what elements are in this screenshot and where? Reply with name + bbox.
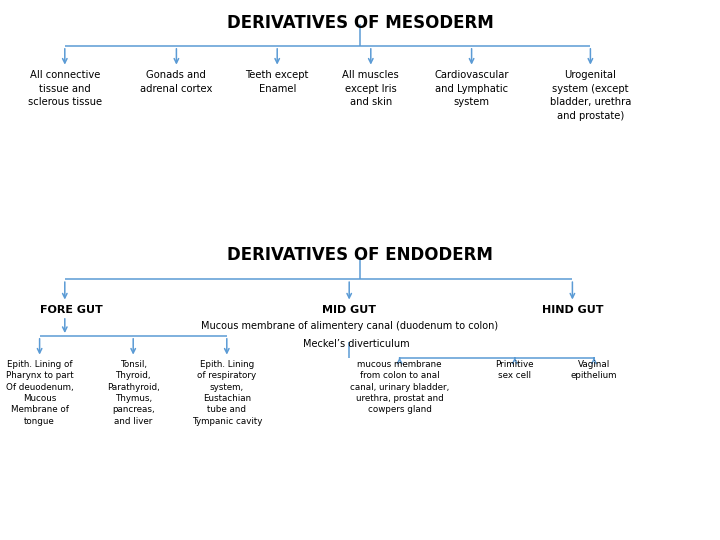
Text: Gonads and
adrenal cortex: Gonads and adrenal cortex (140, 70, 212, 94)
Text: DERIVATIVES OF MESODERM: DERIVATIVES OF MESODERM (227, 14, 493, 31)
Text: Meckel’s diverticulum: Meckel’s diverticulum (303, 339, 410, 349)
Text: Tonsil,
Thyroid,
Parathyroid,
Thymus,
pancreas,
and liver: Tonsil, Thyroid, Parathyroid, Thymus, pa… (107, 360, 160, 426)
Text: Epith. Lining
of respiratory
system,
Eustachian
tube and
Tympanic cavity: Epith. Lining of respiratory system, Eus… (192, 360, 262, 426)
Text: All muscles
except Iris
and skin: All muscles except Iris and skin (343, 70, 399, 107)
Text: HIND GUT: HIND GUT (541, 305, 603, 315)
Text: Vaginal
epithelium: Vaginal epithelium (571, 360, 617, 380)
Text: Cardiovascular
and Lymphatic
system: Cardiovascular and Lymphatic system (434, 70, 509, 107)
Text: Teeth except
Enamel: Teeth except Enamel (246, 70, 309, 94)
Text: Urogenital
system (except
bladder, urethra
and prostate): Urogenital system (except bladder, ureth… (549, 70, 631, 121)
Text: Epith. Lining of
Pharynx to part
Of deuodenum,
Mucous
Membrane of
tongue: Epith. Lining of Pharynx to part Of deuo… (6, 360, 73, 426)
Text: FORE GUT: FORE GUT (40, 305, 102, 315)
Text: Mucous membrane of alimentery canal (duodenum to colon): Mucous membrane of alimentery canal (duo… (201, 321, 498, 332)
Text: mucous membrane
from colon to anal
canal, urinary bladder,
urethra, prostat and
: mucous membrane from colon to anal canal… (350, 360, 449, 414)
Text: DERIVATIVES OF ENDODERM: DERIVATIVES OF ENDODERM (227, 246, 493, 264)
Text: All connective
tissue and
sclerous tissue: All connective tissue and sclerous tissu… (28, 70, 102, 107)
Text: Primitive
sex cell: Primitive sex cell (495, 360, 534, 380)
Text: MID GUT: MID GUT (323, 305, 376, 315)
